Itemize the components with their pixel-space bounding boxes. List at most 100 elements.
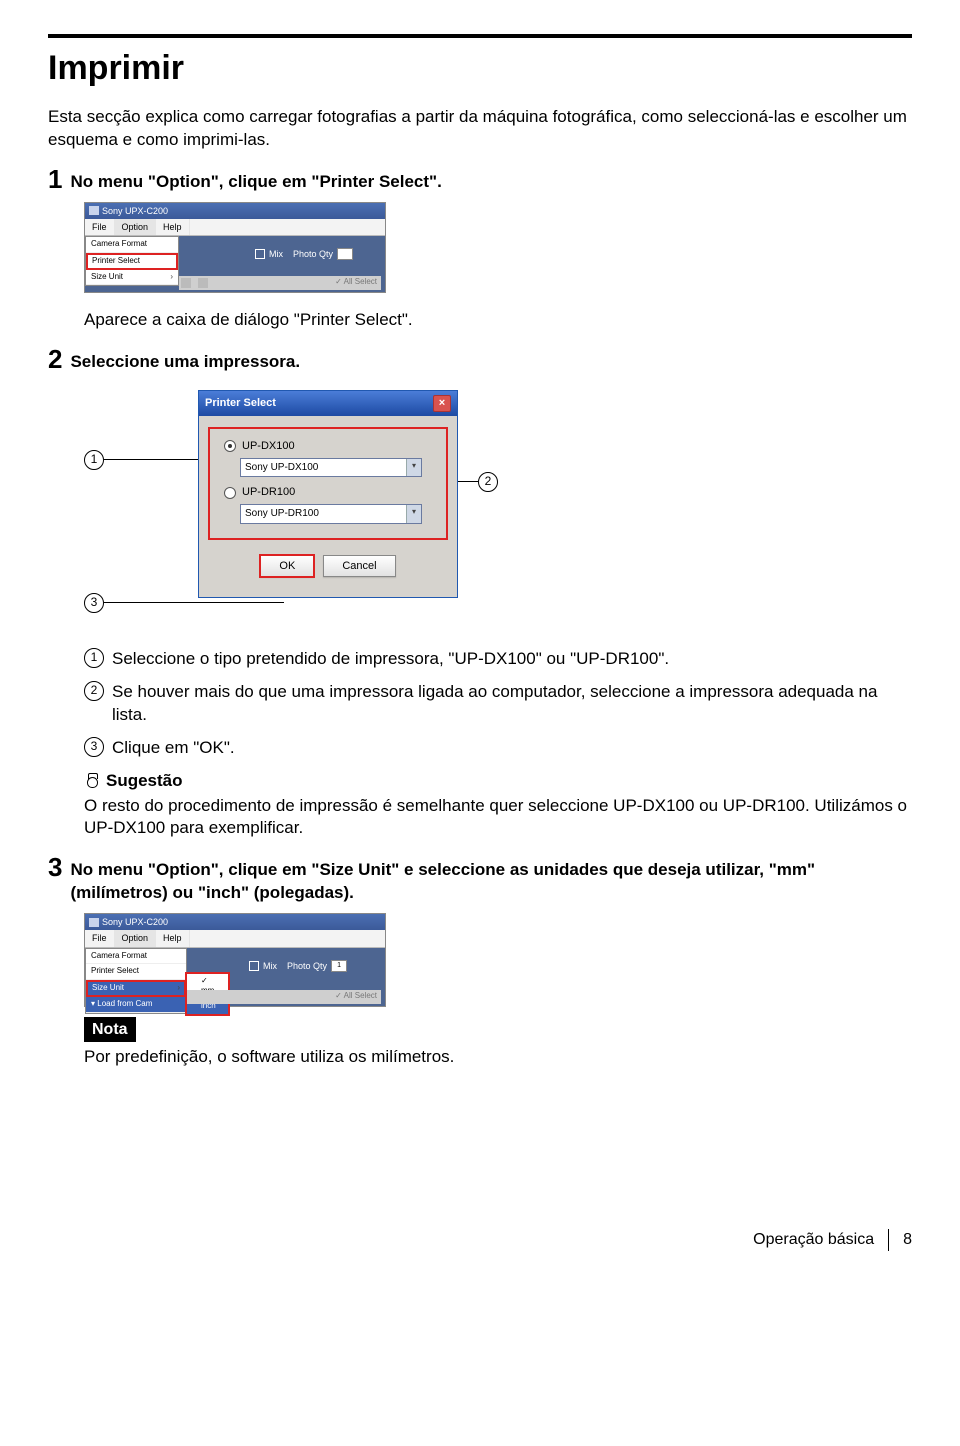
radio-updr100[interactable]	[224, 487, 236, 499]
mix-row: Mix Photo Qty 1	[249, 960, 347, 972]
dialog-wrap: 1 2 3 Printer Select × UP-DX100 Sony UP-…	[84, 382, 514, 642]
menu-option[interactable]: Option	[115, 930, 157, 946]
option-dropdown: Camera Format Printer Select Size Unit	[85, 236, 179, 286]
dropdown-item-size-unit[interactable]: Size Unit	[86, 980, 186, 997]
footer-page-number: 8	[903, 1229, 912, 1251]
all-select-label: ✓ All Select	[335, 991, 377, 1002]
step-1: 1 No menu "Option", clique em "Printer S…	[48, 166, 912, 194]
dropdown-item-load-from-cam[interactable]: ▾ Load from Cam	[86, 997, 186, 1013]
dropdown-item-camera-format[interactable]: Camera Format	[86, 237, 178, 253]
callout-1-icon: 1	[84, 450, 104, 470]
screenshot-1-container: Sony UPX-C200 File Option Help Camera Fo…	[84, 202, 912, 293]
model-select-updx100-value: Sony UP-DX100	[241, 459, 406, 477]
chevron-down-icon[interactable]: ▾	[406, 459, 421, 477]
step-1-text: No menu "Option", clique em "Printer Sel…	[70, 166, 441, 194]
numbered-item-3: 3 Clique em "OK".	[84, 737, 912, 760]
mix-label: Mix	[263, 960, 277, 972]
photoqty-label: Photo Qty	[293, 248, 333, 260]
footer-separator	[888, 1229, 889, 1251]
menu-option[interactable]: Option	[115, 219, 157, 235]
model-select-updx100[interactable]: Sony UP-DX100 ▾	[240, 458, 422, 478]
dropdown-item-printer-select[interactable]: Printer Select	[86, 253, 178, 270]
menu-help[interactable]: Help	[156, 930, 190, 946]
page-title: Imprimir	[48, 46, 912, 92]
app-icon	[89, 918, 99, 927]
dialog-title: Printer Select	[205, 396, 276, 411]
photoqty-label: Photo Qty	[287, 960, 327, 972]
model-select-updr100-value: Sony UP-DR100	[241, 505, 406, 523]
menu-file[interactable]: File	[85, 930, 115, 946]
panel-right: Mix Photo Qty ✓ All Select	[179, 236, 385, 292]
numbered-2-text: Se houver mais do que uma impressora lig…	[112, 681, 912, 727]
radio-updx100-label: UP-DX100	[242, 439, 295, 454]
option-dropdown: Camera Format Printer Select Size Unit ▾…	[85, 948, 187, 1014]
nota-label: Nota	[84, 1017, 136, 1043]
window-title: Sony UPX-C200	[102, 205, 168, 217]
toolbar-disabled: ✓ All Select	[179, 276, 381, 290]
step-3-number: 3	[48, 854, 62, 880]
page-top-rule	[48, 34, 912, 38]
numbered-3-text: Clique em "OK".	[112, 737, 235, 760]
screenshot-2-container: 1 2 3 Printer Select × UP-DX100 Sony UP-…	[84, 382, 912, 642]
mix-checkbox[interactable]	[255, 249, 265, 259]
intro-paragraph: Esta secção explica como carregar fotogr…	[48, 106, 912, 152]
ok-button[interactable]: OK	[260, 555, 314, 578]
tip-text: O resto do procedimento de impressão é s…	[84, 795, 912, 841]
step-3-text: No menu "Option", clique em "Size Unit" …	[70, 854, 912, 905]
footer-section: Operação básica	[753, 1229, 874, 1251]
page-footer: Operação básica 8	[48, 1229, 912, 1251]
nav-prev-icon	[181, 278, 191, 288]
dropdown-item-printer-select[interactable]: Printer Select	[86, 964, 186, 980]
mix-label: Mix	[269, 248, 283, 260]
step-3: 3 No menu "Option", clique em "Size Unit…	[48, 854, 912, 905]
callout-3-line	[104, 602, 284, 603]
menubar: File Option Help	[85, 930, 385, 947]
callout-3-icon: 3	[84, 593, 104, 613]
tip-label: Sugestão	[106, 770, 183, 793]
step-2: 2 Seleccione uma impressora.	[48, 346, 912, 374]
dropdown-item-camera-format[interactable]: Camera Format	[86, 949, 186, 965]
cancel-button[interactable]: Cancel	[323, 555, 395, 578]
menubar: File Option Help	[85, 219, 385, 236]
numbered-item-2: 2 Se houver mais do que uma impressora l…	[84, 681, 912, 727]
dialog-body: UP-DX100 Sony UP-DX100 ▾ UP-DR100 Sony U…	[199, 416, 457, 598]
numbered-1-text: Seleccione o tipo pretendido de impresso…	[112, 648, 669, 671]
step-1-number: 1	[48, 166, 62, 192]
close-icon[interactable]: ×	[433, 395, 451, 412]
titlebar: Sony UPX-C200	[85, 203, 385, 219]
radio-updr100-row[interactable]: UP-DR100	[224, 485, 436, 500]
menu-file[interactable]: File	[85, 219, 115, 235]
photoqty-box[interactable]: 1	[331, 960, 347, 972]
callout-2-icon: 2	[478, 472, 498, 492]
radio-updx100[interactable]	[224, 440, 236, 452]
app-icon	[89, 206, 99, 215]
mix-checkbox[interactable]	[249, 961, 259, 971]
app-body: Camera Format Printer Select Size Unit M…	[85, 236, 385, 292]
numbered-3-icon: 3	[84, 737, 104, 757]
radio-updx100-row[interactable]: UP-DX100	[224, 439, 436, 454]
numbered-1-icon: 1	[84, 648, 104, 668]
step-2-text: Seleccione uma impressora.	[70, 346, 300, 374]
numbered-list: 1 Seleccione o tipo pretendido de impres…	[84, 648, 912, 841]
printer-select-dialog: Printer Select × UP-DX100 Sony UP-DX100 …	[198, 390, 458, 599]
step-2-number: 2	[48, 346, 62, 372]
titlebar: Sony UPX-C200	[85, 914, 385, 930]
photoqty-box[interactable]	[337, 248, 353, 260]
screenshot-menu-option: Sony UPX-C200 File Option Help Camera Fo…	[84, 202, 386, 293]
nota-text: Por predefinição, o software utiliza os …	[84, 1046, 912, 1069]
dropdown-item-size-unit[interactable]: Size Unit	[86, 270, 178, 286]
chevron-down-icon[interactable]: ▾	[406, 505, 421, 523]
panel-right: Mix Photo Qty 1 ✓ All Select	[187, 948, 385, 1006]
printer-group: UP-DX100 Sony UP-DX100 ▾ UP-DR100 Sony U…	[209, 428, 447, 539]
app-body: Camera Format Printer Select Size Unit ▾…	[85, 948, 385, 1006]
nav-next-icon	[198, 278, 208, 288]
all-select-label: ✓ All Select	[335, 277, 377, 288]
mix-row: Mix Photo Qty	[255, 248, 353, 260]
menu-help[interactable]: Help	[156, 219, 190, 235]
screenshot-3-container: Sony UPX-C200 File Option Help Camera Fo…	[84, 913, 912, 1006]
tip-row: Sugestão	[84, 770, 912, 793]
dialog-button-row: OK Cancel	[209, 549, 447, 588]
dialog-titlebar: Printer Select ×	[199, 391, 457, 416]
window-title: Sony UPX-C200	[102, 916, 168, 928]
model-select-updr100[interactable]: Sony UP-DR100 ▾	[240, 504, 422, 524]
